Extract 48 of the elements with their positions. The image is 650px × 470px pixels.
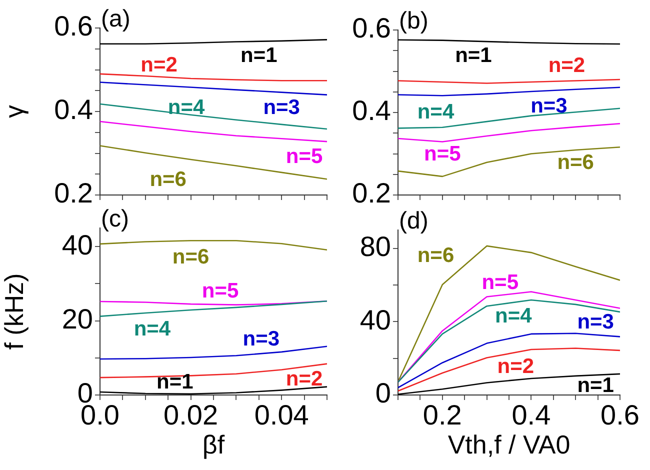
x-tick-label: 0.6 <box>600 400 640 431</box>
chart-title: (a) <box>101 6 130 33</box>
x-tick-label: 0.2 <box>422 400 462 431</box>
chart-title: (b) <box>399 8 428 35</box>
series-label: n=2 <box>548 54 586 77</box>
series-label: n=2 <box>497 355 534 378</box>
x-tick-label: 0.02 <box>164 400 218 431</box>
x-tick-label: 0.04 <box>254 400 309 431</box>
series-label: n=6 <box>172 245 210 268</box>
series-label: n=1 <box>156 370 194 394</box>
y-tick-label: 0.6 <box>54 10 93 42</box>
series-label: n=5 <box>286 144 323 168</box>
series-label: n=4 <box>168 96 205 120</box>
y-tick-label: 80 <box>360 231 391 262</box>
series-label: n=5 <box>424 142 462 166</box>
y-tick-label: 0.4 <box>54 94 93 126</box>
y-tick-label: 0.2 <box>54 178 93 209</box>
y-tick-label: 40 <box>62 229 93 260</box>
y-axis-title: f (kHz) <box>0 273 29 350</box>
y-axis-title: γ <box>0 105 29 118</box>
series-label: n=3 <box>530 94 568 118</box>
x-axis-title: βf <box>202 430 226 460</box>
y-tick-label: 0.6 <box>352 12 391 44</box>
series-label: n=6 <box>557 150 594 174</box>
series-label: n=1 <box>455 44 492 67</box>
x-tick-label: 0.4 <box>512 400 551 431</box>
series-label: n=3 <box>263 96 300 120</box>
series-label: n=2 <box>286 368 323 391</box>
series-label: n=5 <box>202 279 240 302</box>
y-tick-label: 0 <box>375 378 391 409</box>
y-tick-label: 20 <box>62 303 93 334</box>
series-label: n=4 <box>417 100 454 124</box>
series-label: n=6 <box>150 168 186 191</box>
series-label: n=4 <box>134 317 171 340</box>
chart-title: (c) <box>101 206 129 233</box>
x-axis-title: Vth,f / VA0 <box>448 430 570 460</box>
series-label: n=1 <box>577 374 614 397</box>
y-tick-label: 0.4 <box>352 95 391 126</box>
series-label: n=1 <box>240 44 278 68</box>
series-label: n=2 <box>140 54 178 77</box>
series-label: n=5 <box>482 271 519 294</box>
y-tick-label: 40 <box>360 304 391 336</box>
series-label: n=3 <box>242 327 280 350</box>
series-label: n=3 <box>577 310 614 334</box>
series-label: n=4 <box>495 304 532 328</box>
chart-title: (d) <box>399 208 428 235</box>
series-label: n=6 <box>417 244 454 268</box>
y-tick-label: 0.2 <box>352 178 391 209</box>
